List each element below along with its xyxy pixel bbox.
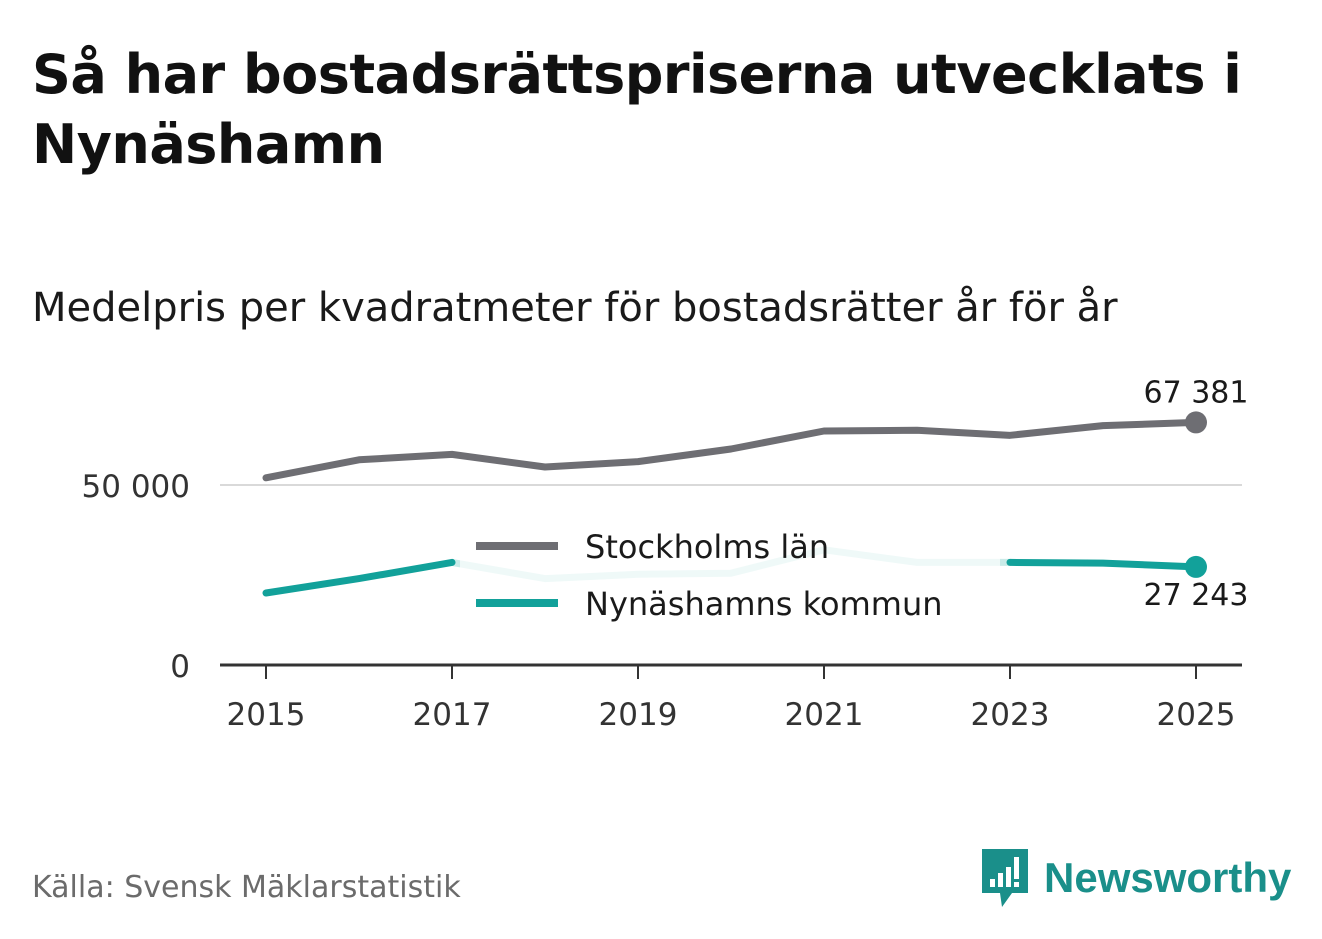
source-note: Källa: Svensk Mäklarstatistik	[32, 870, 461, 905]
x-tick-label: 2021	[785, 697, 864, 733]
x-tick-label: 2023	[971, 697, 1050, 733]
brand-name: Newsworthy	[1044, 854, 1292, 901]
end-marker-nynashamn	[1185, 555, 1207, 578]
series-line-nynashamn-start	[262, 558, 456, 597]
chart-subtitle: Medelpris per kvadratmeter för bostadsrä…	[32, 285, 1118, 331]
x-tick-label: 2017	[413, 697, 492, 733]
brand-logo: Newsworthy	[980, 846, 1291, 910]
series-line-stockholm	[262, 418, 1200, 482]
end-label-stockholm: 67 381	[1144, 375, 1249, 410]
y-tick-label: 50 000	[82, 469, 190, 505]
series-line-nynashamn-end	[1006, 558, 1200, 571]
newsworthy-logo-icon	[982, 849, 1028, 907]
legend-label-stockholm: Stockholms län	[585, 528, 829, 566]
y-tick-label: 0	[170, 649, 190, 685]
x-tick-label: 2025	[1157, 697, 1236, 733]
line-chart: 0 50 000 2015 2017 2019 2021 2023 2025 67 381 27 …	[82, 375, 1249, 733]
legend-label-nynashamn: Nynäshamns kommun	[585, 585, 943, 623]
x-tick-label: 2019	[599, 697, 678, 733]
chart-title: Så har bostadsrättspriserna utvecklats i…	[32, 43, 1242, 176]
legend-background	[460, 520, 1000, 630]
end-label-nynashamn: 27 243	[1144, 578, 1249, 613]
x-tick-label: 2015	[227, 697, 306, 733]
end-marker-stockholm	[1185, 411, 1207, 434]
